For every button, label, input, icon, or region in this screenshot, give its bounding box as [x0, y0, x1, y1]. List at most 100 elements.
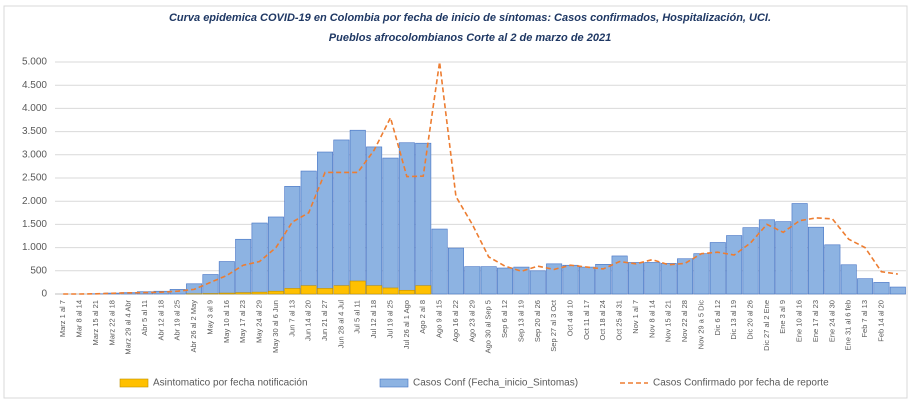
- chart-subtitle: Pueblos afrocolombianos Corte al 2 de ma…: [329, 32, 611, 44]
- x-tick-label: Jul 26 al 1 Ago: [402, 300, 411, 349]
- x-tick-label: Ene 3 al 9: [778, 300, 787, 334]
- x-tick-label: Nov 8 al 14: [647, 300, 656, 338]
- bar: [284, 288, 301, 295]
- x-tick-label: Abr 12 al 18: [156, 300, 165, 340]
- bar: [693, 253, 710, 295]
- x-tick-label: Marz 22 al 18: [107, 300, 116, 345]
- x-tick-label: Ago 23 al 29: [467, 300, 476, 342]
- y-tick-label: 500: [30, 265, 47, 276]
- x-tick-label: Ene 10 al 16: [795, 300, 804, 342]
- legend-swatch: [379, 378, 409, 388]
- bar: [235, 238, 252, 295]
- bar: [529, 270, 546, 295]
- bar: [300, 170, 317, 295]
- bar: [251, 291, 268, 295]
- x-tick-label: Feb 7 al 13: [860, 300, 869, 338]
- bar: [497, 267, 514, 295]
- bar: [447, 247, 464, 295]
- x-tick-label: Jun 21 al 27: [320, 300, 329, 341]
- x-tick-label: Feb 14 al 20: [876, 300, 885, 342]
- bar: [251, 222, 268, 295]
- x-tick-label: Dic 6 al 12: [713, 300, 722, 335]
- bar: [562, 264, 579, 295]
- y-tick-label: 1.000: [22, 242, 47, 253]
- bar: [578, 266, 595, 295]
- bar: [873, 282, 890, 295]
- y-tick-label: 3.500: [22, 126, 47, 137]
- x-tick-label: Dic 13 al 19: [729, 300, 738, 340]
- bar: [267, 290, 284, 295]
- bar: [644, 262, 661, 295]
- chart-frame: [3, 5, 908, 399]
- bar: [366, 146, 383, 295]
- x-tick-label: Jul 19 al 25: [385, 300, 394, 338]
- bar: [398, 289, 415, 295]
- x-tick-label: Oct 11 al 17: [582, 300, 591, 340]
- x-tick-label: Sep 13 al 19: [516, 300, 525, 342]
- line: [63, 61, 898, 295]
- x-tick-label: Ago 2 al 8: [418, 300, 427, 334]
- chart-title: Curva epidemica COVID-19 en Colombia por…: [169, 12, 771, 24]
- bar: [398, 142, 415, 295]
- bar: [775, 221, 792, 295]
- bar: [415, 285, 432, 295]
- bar: [758, 219, 775, 295]
- x-tick-label: Jul 5 al 11: [353, 300, 362, 334]
- bar: [857, 278, 874, 295]
- x-tick-label: Sep 27 al 3 Oct: [549, 299, 558, 352]
- bar: [677, 258, 694, 295]
- x-tick-label: May 10 al 16: [222, 300, 231, 343]
- bar: [742, 227, 759, 295]
- y-tick-label: 1.500: [22, 219, 47, 230]
- x-tick-label: May 17 al 23: [238, 300, 247, 343]
- bar: [889, 286, 906, 295]
- bar: [546, 263, 563, 295]
- x-tick-label: Jun 7 al 13: [287, 300, 296, 337]
- x-tick-label: Ene 31 al 6 feb: [844, 300, 853, 350]
- bar: [382, 287, 399, 295]
- bar: [480, 266, 497, 295]
- x-tick-label: May 30 al 6 Jun: [271, 300, 280, 353]
- x-tick-label: Ene 24 al 30: [827, 300, 836, 342]
- x-tick-label: Ago 16 al 22: [451, 300, 460, 342]
- legend-label: Casos Conf (Fecha_inicio_Sintomas): [413, 378, 578, 389]
- y-tick-label: 4.000: [22, 103, 47, 114]
- x-tick-label: Oct 25 al 31: [615, 300, 624, 340]
- bar: [791, 203, 808, 295]
- bar: [349, 129, 366, 295]
- x-tick-label: May 24 al 29: [255, 300, 264, 343]
- x-tick-label: Abr 5 al 11: [140, 300, 149, 336]
- bar: [284, 186, 301, 295]
- bar: [267, 216, 284, 295]
- bar: [333, 285, 350, 295]
- x-tick-label: Abr 19 al 25: [173, 300, 182, 340]
- bar: [431, 228, 448, 295]
- bar: [317, 288, 334, 295]
- x-tick-label: Nov 15 al 21: [664, 300, 673, 342]
- x-tick-label: Nov 1 al 7: [631, 300, 640, 334]
- x-tick-label: Jun 14 al 20: [304, 300, 313, 341]
- x-tick-label: Oct 4 al 10: [565, 300, 574, 336]
- y-tick-label: 5.000: [22, 57, 47, 68]
- bar: [611, 255, 628, 295]
- x-tick-label: Marz 15 al 21: [91, 300, 100, 345]
- bar: [726, 235, 743, 295]
- bar: [218, 292, 235, 295]
- bar: [366, 285, 383, 295]
- x-tick-label: Dic 20 al 26: [746, 300, 755, 340]
- x-tick-label: Jul 12 al 18: [369, 300, 378, 338]
- legend-swatch: [119, 378, 149, 388]
- x-tick-label: Nov 29 a 5 Dic: [696, 300, 705, 349]
- bar: [349, 280, 366, 295]
- x-tick-label: Nov 22 al 28: [680, 300, 689, 342]
- bar: [464, 266, 481, 295]
- y-tick-label: 3.000: [22, 149, 47, 160]
- bar: [415, 142, 432, 295]
- bar: [300, 285, 317, 295]
- bar: [709, 242, 726, 295]
- bar: [595, 264, 612, 295]
- y-tick-label: 2.500: [22, 173, 47, 184]
- x-tick-label: Dic 27 al 2 Ene: [762, 300, 771, 351]
- x-tick-label: Abr 26 al 2 May: [189, 300, 198, 353]
